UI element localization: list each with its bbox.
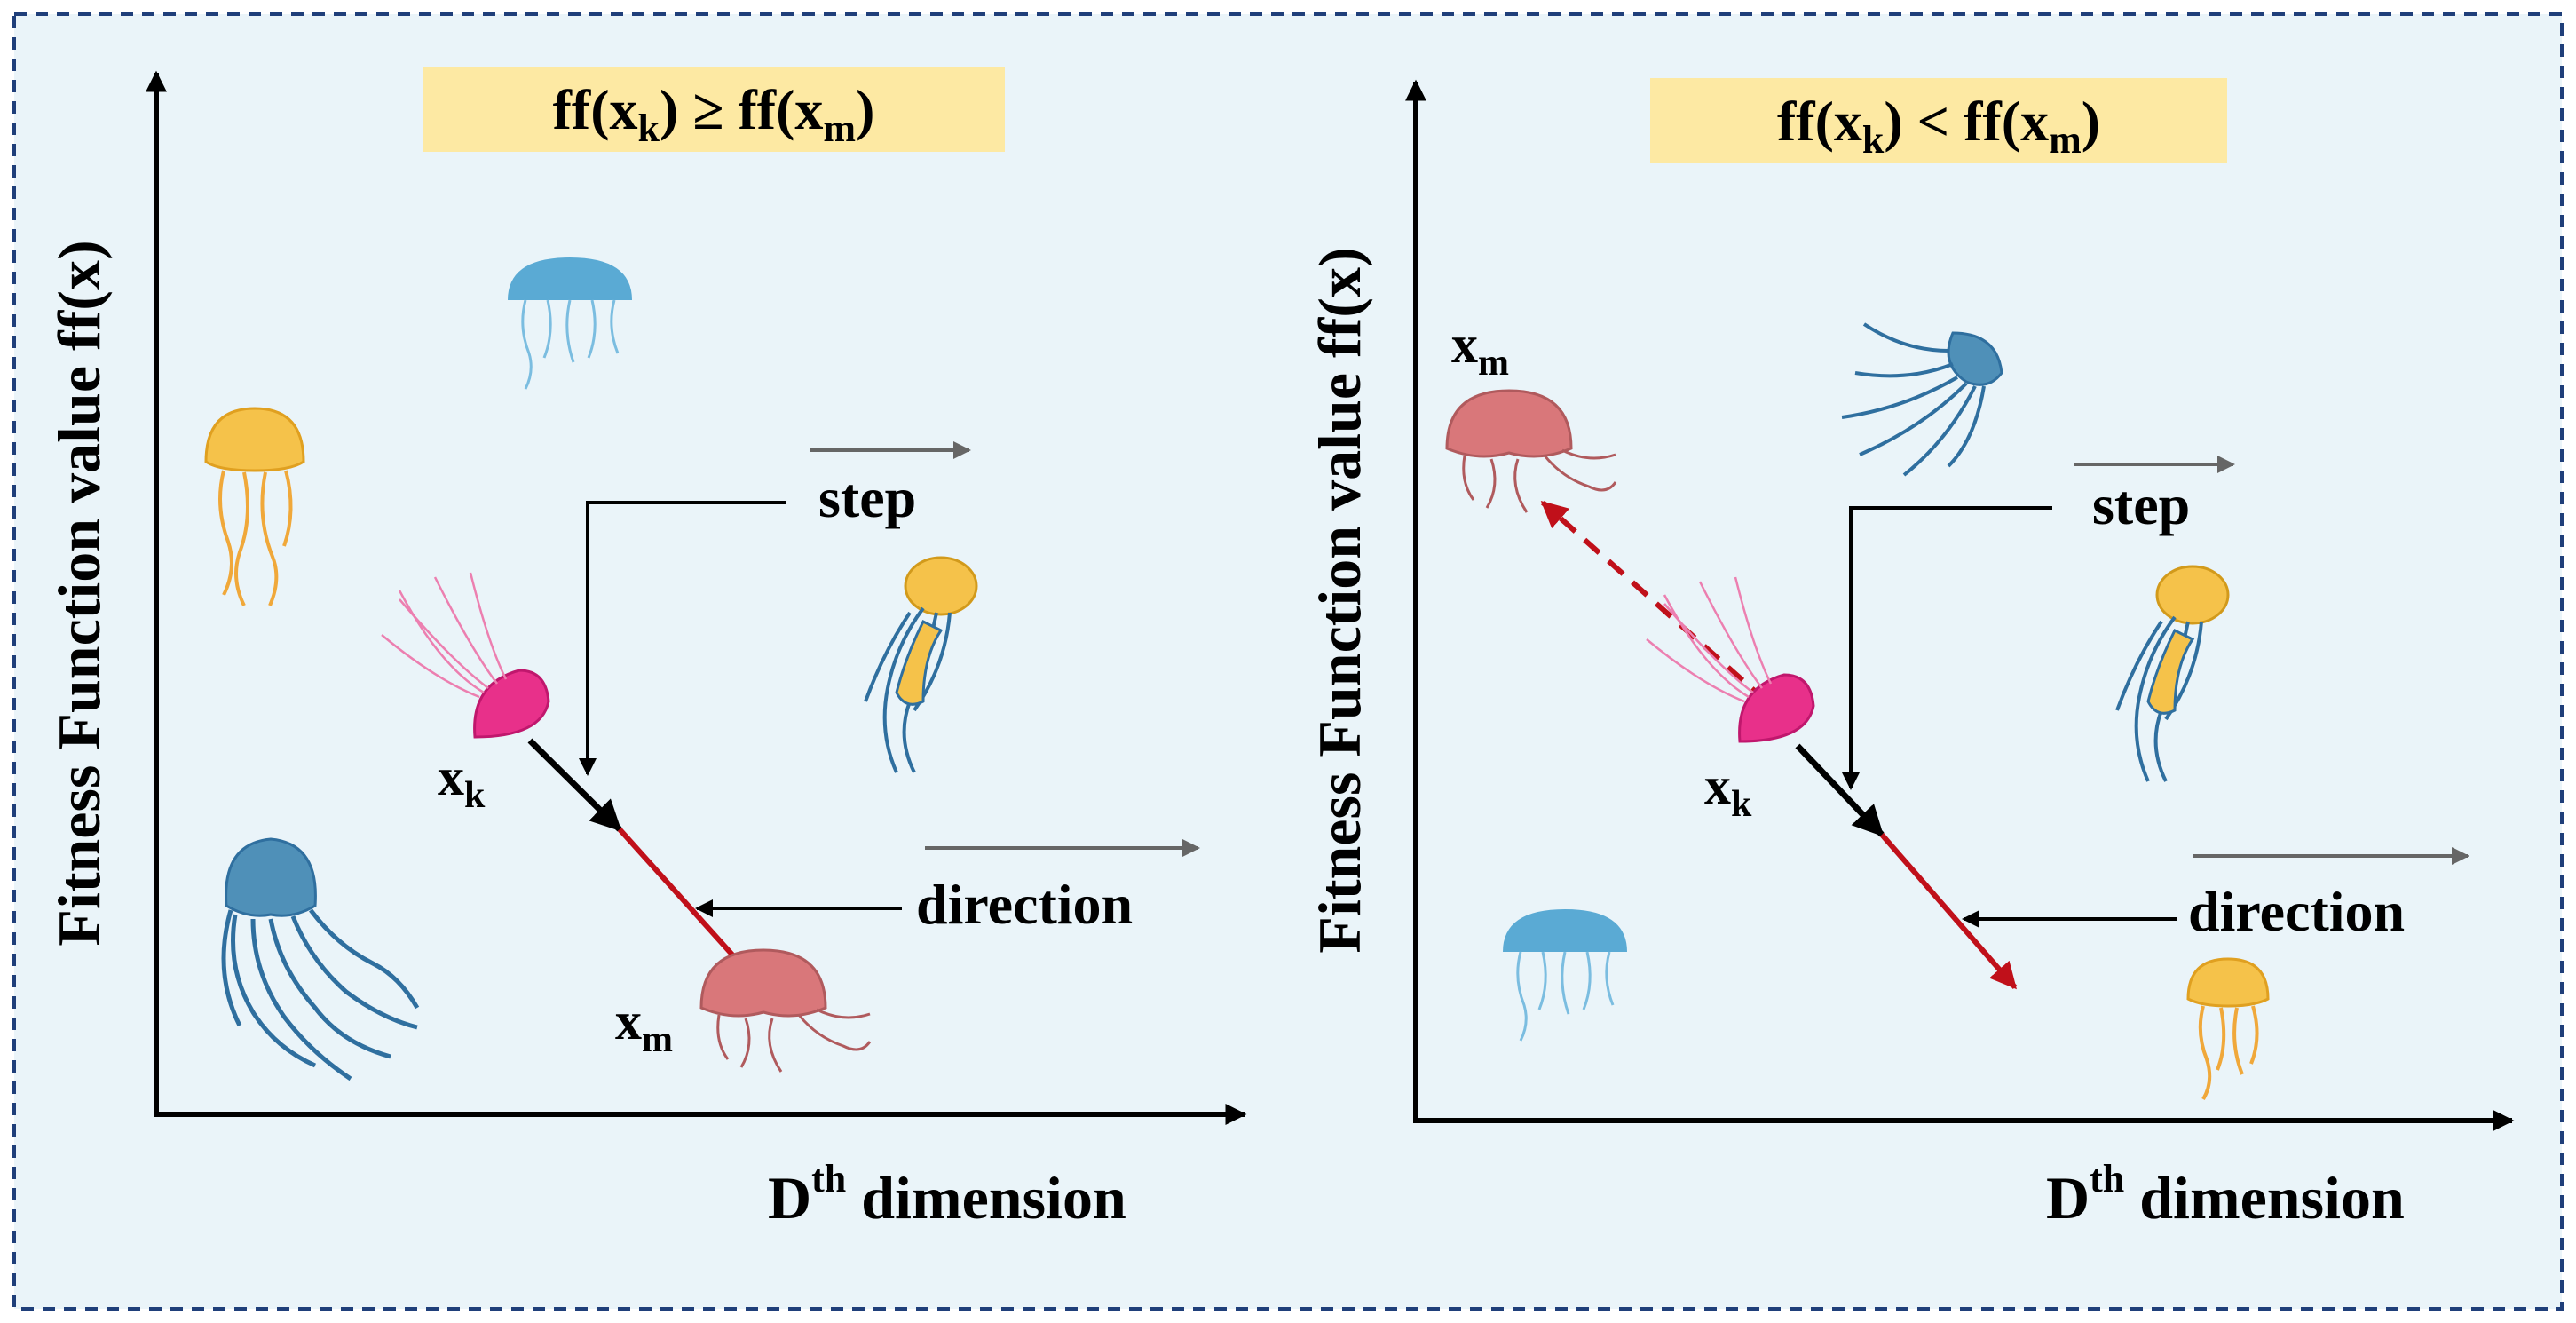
right-condition-banner <box>1650 78 2227 163</box>
yellow-blue-jellyfish-icon <box>2115 565 2230 782</box>
pink-jellyfish-icon <box>381 572 550 739</box>
salmon-jellyfish-icon <box>1445 389 1617 513</box>
left-step-pointer <box>579 501 786 776</box>
right-reverse-arrow <box>1540 500 1768 704</box>
left-step-label: step <box>818 466 916 529</box>
blue-jellyfish-icon <box>1841 322 2003 477</box>
right-direction-label: direction <box>2188 880 2405 943</box>
left-point-xm: xm <box>615 992 673 1060</box>
right-y-axis-label: Fitness Function value ff(x) <box>1306 247 1373 953</box>
right-step-pointer <box>1842 506 2052 790</box>
yellow-jellyfish-icon <box>2186 957 2270 1101</box>
left-panel: ff(xk) ≥ ff(xm) Fitness Function value f… <box>45 67 1247 1232</box>
pink-jellyfish-icon <box>1646 576 1815 743</box>
left-point-xk: xk <box>438 748 486 816</box>
left-condition-text: ff(xk) ≥ ff(xm) <box>553 78 875 150</box>
yellow-jellyfish-icon <box>204 407 305 606</box>
right-point-xm: xm <box>1451 315 1509 384</box>
right-x-axis-label: Dth dimension <box>2046 1157 2405 1232</box>
right-panel: ff(xk) < ff(xm) Fitness Function value f… <box>1306 78 2515 1232</box>
yellow-blue-jellyfish-icon <box>864 556 978 773</box>
left-condition-banner <box>423 67 1005 152</box>
light-blue-jellyfish-icon <box>1503 909 1627 1042</box>
right-point-xk: xk <box>1704 757 1752 825</box>
right-step-label: step <box>2092 473 2190 536</box>
left-y-axis-label: Fitness Function value ff(x) <box>45 240 113 946</box>
left-step-arrow <box>527 738 622 832</box>
light-blue-jellyfish-icon <box>508 257 632 390</box>
right-direction-arrow <box>1879 833 2018 990</box>
left-direction-label: direction <box>916 873 1133 936</box>
right-step-arrow <box>1795 743 1885 837</box>
left-x-axis-label: Dth dimension <box>768 1157 1126 1232</box>
blue-jellyfish-icon <box>221 837 420 1081</box>
right-condition-text: ff(xk) < ff(xm) <box>1777 90 2100 162</box>
salmon-jellyfish-icon <box>699 948 872 1073</box>
